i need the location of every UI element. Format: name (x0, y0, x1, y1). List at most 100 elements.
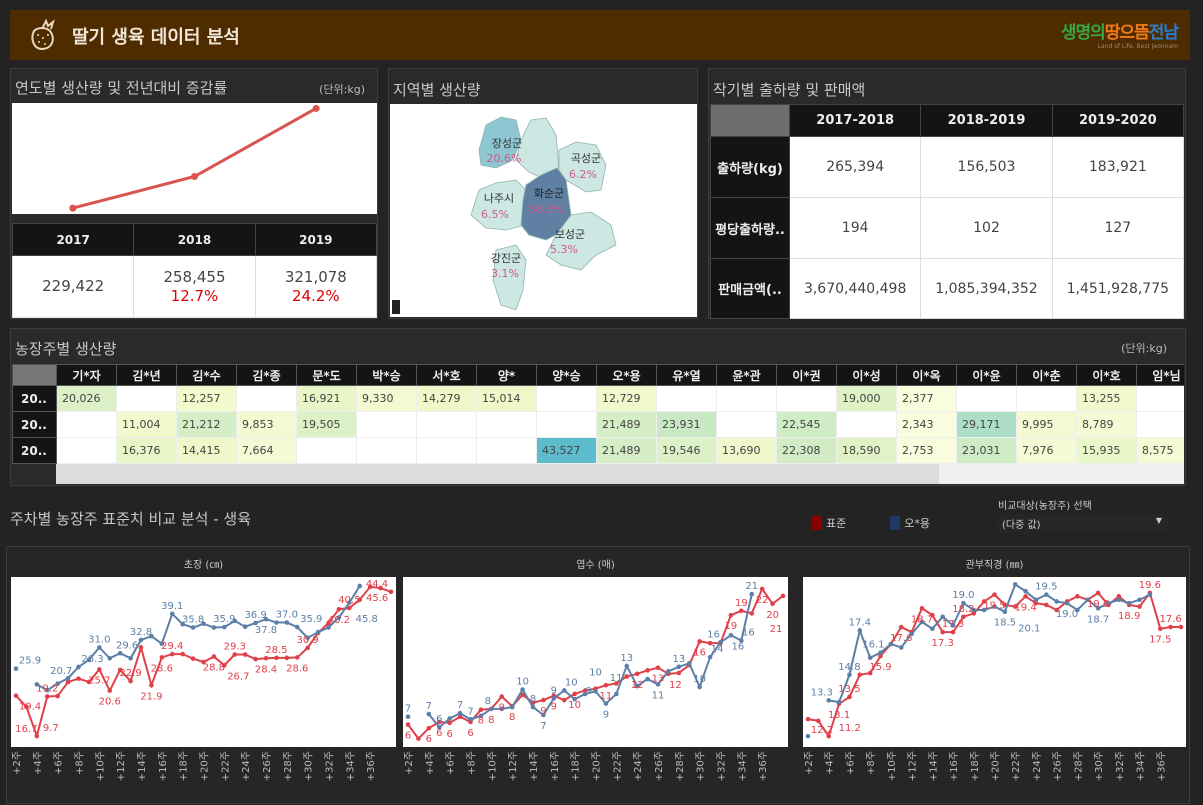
data-point[interactable] (305, 635, 310, 641)
data-point[interactable] (190, 625, 196, 630)
data-point[interactable] (169, 651, 175, 657)
data-point[interactable] (593, 689, 598, 694)
data-point[interactable] (847, 672, 852, 678)
data-point[interactable] (561, 697, 567, 703)
data-point[interactable] (436, 724, 442, 730)
data-point[interactable] (1044, 592, 1049, 597)
data-point[interactable] (326, 625, 331, 630)
data-point[interactable] (1002, 609, 1008, 614)
farmer-column-header[interactable]: 이*호 (1076, 364, 1137, 386)
data-point[interactable] (274, 620, 279, 625)
data-point[interactable] (551, 696, 557, 701)
data-point[interactable] (107, 688, 113, 693)
region-map[interactable]: 장성군 20.6% 곡성군 6.2% 나주시 6.5% 화순군 58.3% 보성… (390, 104, 697, 317)
data-point[interactable] (655, 665, 661, 670)
data-point[interactable] (1075, 607, 1080, 613)
data-point[interactable] (1178, 624, 1184, 630)
data-point[interactable] (739, 608, 744, 614)
data-point[interactable] (1147, 592, 1153, 597)
farmer-column-header[interactable]: 기*자 (56, 364, 117, 386)
data-point[interactable] (138, 645, 144, 650)
data-point[interactable] (1023, 588, 1028, 594)
data-point[interactable] (624, 674, 630, 679)
data-point[interactable] (107, 655, 113, 661)
data-point[interactable] (1044, 602, 1049, 608)
data-point[interactable] (201, 659, 206, 665)
data-point[interactable] (1095, 590, 1101, 596)
data-point[interactable] (347, 600, 352, 605)
data-point[interactable] (950, 629, 956, 635)
farm-table-scroll[interactable]: 기*자 김*년 김*수 김*종 문*도 박*승 서*호 양* 양*승 오*용 유*열 윤*관 이*권 이*… (12, 364, 1184, 464)
data-point[interactable] (634, 671, 640, 677)
data-point[interactable] (950, 623, 956, 628)
data-point[interactable] (326, 620, 331, 626)
data-point[interactable] (697, 684, 702, 690)
data-point[interactable] (520, 692, 525, 698)
data-point[interactable] (478, 707, 484, 713)
farmer-column-header[interactable]: 김*수 (176, 364, 237, 386)
data-point[interactable] (826, 698, 832, 703)
data-point[interactable] (805, 733, 811, 739)
data-point[interactable] (541, 712, 546, 718)
data-point[interactable] (981, 599, 987, 604)
data-point[interactable] (666, 668, 671, 674)
data-point[interactable] (1012, 582, 1018, 587)
data-point[interactable] (930, 612, 935, 618)
data-point[interactable] (426, 725, 432, 731)
data-point[interactable] (232, 652, 238, 657)
data-point[interactable] (1126, 600, 1132, 606)
farmer-column-header[interactable]: 이*성 (836, 364, 897, 386)
data-point[interactable] (149, 633, 154, 639)
data-point[interactable] (1157, 626, 1163, 632)
data-point[interactable] (426, 711, 432, 717)
data-point[interactable] (676, 664, 682, 670)
data-point[interactable] (294, 655, 300, 660)
data-point[interactable] (1116, 594, 1122, 599)
data-point[interactable] (624, 663, 630, 669)
data-point[interactable] (645, 676, 650, 682)
data-point[interactable] (457, 714, 463, 720)
farmer-column-header[interactable]: 양* (476, 364, 537, 386)
data-point[interactable] (541, 697, 546, 703)
data-point[interactable] (274, 655, 279, 661)
data-point[interactable] (367, 584, 373, 590)
data-point[interactable] (697, 639, 702, 644)
data-point[interactable] (201, 621, 206, 627)
data-point[interactable] (898, 624, 904, 630)
data-point[interactable] (76, 664, 81, 670)
data-point[interactable] (749, 611, 755, 616)
data-point[interactable] (76, 676, 81, 681)
data-point[interactable] (603, 682, 609, 688)
data-point[interactable] (13, 693, 19, 698)
data-point[interactable] (1137, 597, 1142, 603)
map-area-boseong[interactable] (545, 211, 617, 271)
data-point[interactable] (388, 589, 394, 595)
yearly-point[interactable] (69, 204, 77, 212)
farmer-column-header[interactable]: 김*종 (236, 364, 297, 386)
data-point[interactable] (347, 605, 352, 611)
data-point[interactable] (1168, 624, 1173, 630)
data-point[interactable] (478, 713, 484, 719)
data-point[interactable] (294, 624, 300, 630)
data-point[interactable] (676, 670, 682, 676)
farmer-column-header[interactable]: 이*권 (776, 364, 837, 386)
data-point[interactable] (603, 701, 609, 706)
data-point[interactable] (232, 618, 238, 624)
data-point[interactable] (149, 682, 154, 688)
data-point[interactable] (805, 716, 811, 722)
data-point[interactable] (520, 687, 525, 692)
data-point[interactable] (457, 710, 463, 716)
data-point[interactable] (909, 631, 914, 637)
data-point[interactable] (336, 615, 342, 620)
farmer-column-header[interactable]: 양*승 (536, 364, 597, 386)
data-point[interactable] (499, 706, 505, 712)
data-point[interactable] (13, 666, 19, 671)
data-point[interactable] (739, 638, 744, 643)
data-point[interactable] (645, 668, 650, 673)
data-point[interactable] (86, 657, 92, 663)
data-point[interactable] (159, 641, 165, 647)
data-point[interactable] (284, 620, 290, 625)
yearly-point[interactable] (312, 104, 320, 112)
data-point[interactable] (826, 733, 832, 739)
data-point[interactable] (44, 687, 50, 693)
